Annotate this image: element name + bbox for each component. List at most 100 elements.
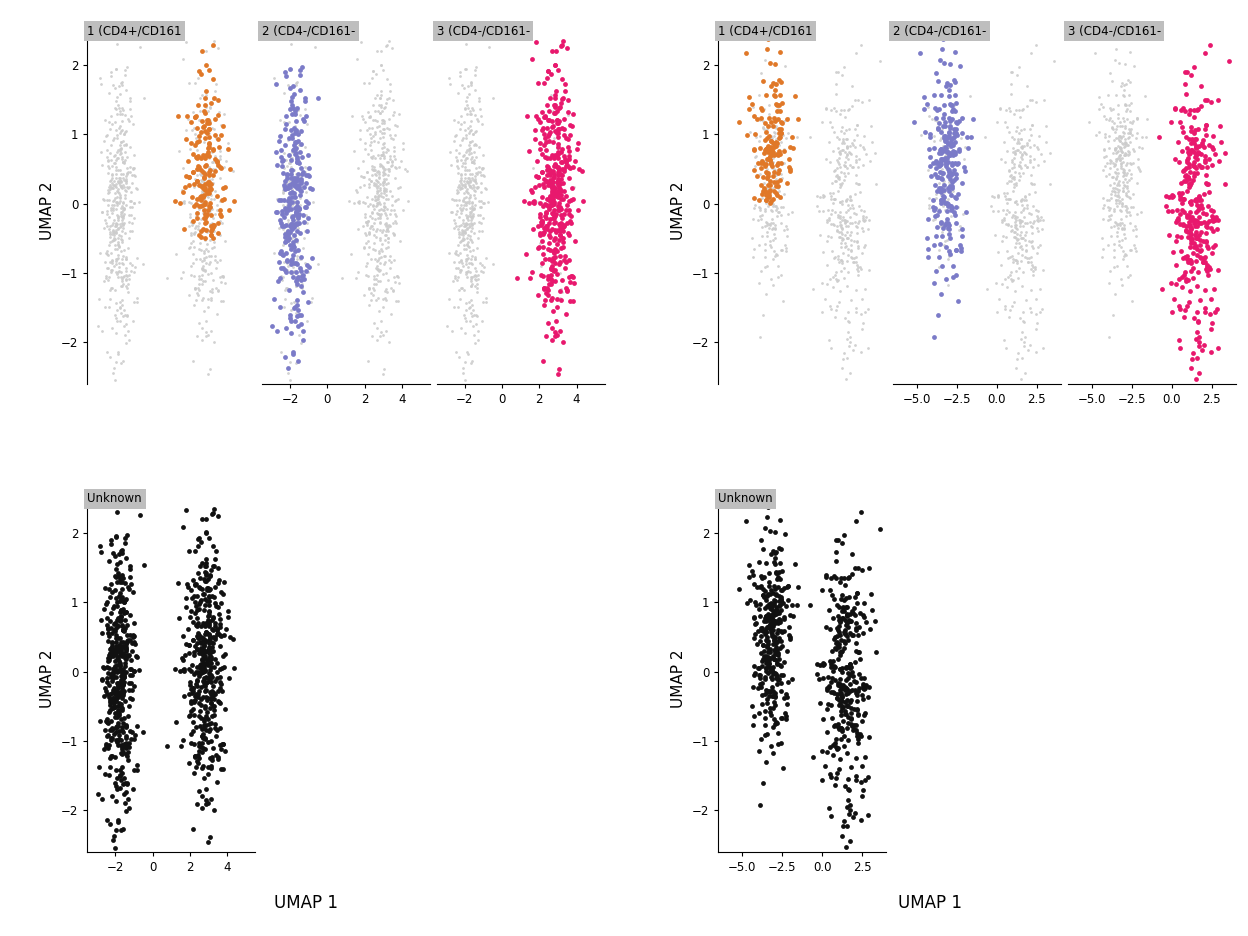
Point [462, 198, 482, 213]
Point [845, 607, 865, 622]
Point [473, 161, 493, 176]
Point [210, 194, 230, 209]
Point [1096, 111, 1116, 126]
Point [754, 122, 774, 137]
Point [942, 135, 962, 150]
Point [766, 603, 786, 618]
Point [1114, 221, 1134, 236]
Point [756, 655, 776, 670]
Point [919, 190, 938, 205]
Point [1112, 131, 1132, 146]
Point [1181, 135, 1201, 150]
Point [104, 693, 124, 708]
Point [203, 34, 223, 49]
Point [542, 260, 562, 275]
Point [287, 252, 307, 267]
Point [760, 645, 780, 660]
Point [522, 183, 542, 197]
Point [356, 136, 376, 151]
Point [368, 303, 388, 318]
Point [764, 720, 784, 735]
Point [357, 256, 377, 271]
Point [534, 180, 554, 195]
Point [1112, 75, 1132, 90]
Point [198, 613, 218, 628]
Point [463, 126, 483, 141]
Point [1031, 147, 1051, 162]
Point [1111, 271, 1131, 286]
Point [364, 228, 384, 243]
Point [384, 207, 404, 222]
Point [1121, 200, 1141, 215]
Point [373, 122, 393, 137]
Point [99, 166, 119, 181]
Point [115, 124, 135, 139]
Point [782, 130, 802, 145]
Point [364, 193, 384, 208]
Point [359, 240, 379, 255]
Point [212, 737, 232, 752]
Point [758, 182, 778, 197]
Point [1179, 252, 1199, 267]
Point [115, 67, 135, 82]
Point [377, 121, 397, 136]
Point [1109, 237, 1129, 252]
Point [1094, 197, 1114, 212]
Point [273, 161, 293, 176]
Point [371, 241, 391, 256]
Point [374, 181, 394, 196]
Point [832, 360, 852, 375]
Point [1116, 104, 1136, 119]
Point [1015, 139, 1035, 154]
Point [366, 193, 386, 208]
Point [278, 149, 298, 164]
Point [185, 766, 205, 781]
Point [203, 192, 223, 207]
Point [295, 223, 314, 238]
Point [824, 659, 844, 674]
Point [286, 200, 306, 215]
Point [1093, 241, 1113, 256]
Point [376, 183, 396, 198]
Point [449, 225, 469, 240]
Point [768, 572, 787, 587]
Point [182, 123, 202, 138]
Point [817, 744, 837, 759]
Point [1119, 190, 1139, 205]
Point [774, 691, 794, 706]
Point [371, 100, 391, 115]
Point [188, 222, 208, 237]
Point [832, 722, 852, 737]
Point [1173, 217, 1193, 232]
Point [550, 177, 570, 192]
Point [449, 292, 469, 307]
Point [770, 603, 790, 618]
Point [278, 361, 298, 376]
Point [544, 203, 564, 218]
Point [186, 149, 206, 164]
Point [761, 616, 781, 631]
Point [560, 274, 580, 289]
Point [187, 674, 207, 689]
Point [996, 191, 1016, 206]
Point [830, 144, 850, 159]
Point [946, 167, 966, 182]
Point [774, 761, 794, 776]
Point [1107, 182, 1127, 197]
Point [119, 753, 139, 768]
Point [1108, 107, 1128, 122]
Point [740, 558, 760, 573]
Point [112, 688, 132, 703]
Point [456, 167, 475, 182]
Point [109, 695, 129, 710]
Point [388, 293, 408, 308]
Point [537, 134, 557, 149]
Point [829, 170, 849, 185]
Point [1118, 183, 1138, 198]
Point [832, 643, 852, 658]
Point [282, 107, 302, 122]
Point [373, 165, 393, 180]
Point [743, 96, 763, 111]
Point [816, 101, 836, 116]
Point [840, 668, 860, 683]
